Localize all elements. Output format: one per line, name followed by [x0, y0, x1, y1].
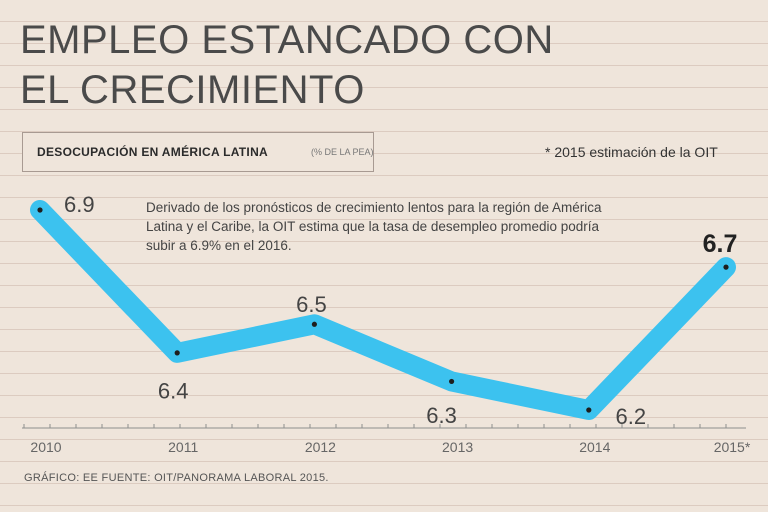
x-tick-label-2011: 2011 [168, 439, 198, 455]
data-point-2012 [311, 321, 317, 327]
x-tick-label-2015: 2015* [714, 439, 751, 455]
data-point-2013 [449, 378, 455, 385]
data-label-2010: 6.9 [64, 192, 95, 217]
chart-subtitle-box: DESOCUPACIÓN EN AMÉRICA LATINA (% DE LA … [22, 132, 374, 172]
data-point-2010 [37, 207, 43, 213]
x-tick-label-2014: 2014 [579, 439, 610, 455]
data-label-2014: 6.2 [616, 404, 647, 429]
series-line [30, 200, 736, 420]
x-tick-label-2013: 2013 [442, 439, 473, 455]
data-label-2013: 6.3 [426, 403, 457, 428]
estimate-note: * 2015 estimación de la OIT [545, 144, 718, 160]
data-point-2015 [723, 264, 729, 270]
source-credit: GRÁFICO: EE FUENTE: OIT/PANORAMA LABORAL… [24, 472, 329, 484]
chart-annotation: Derivado de los pronósticos de crecimien… [146, 200, 602, 253]
data-point-2014 [586, 407, 592, 413]
chart-unit: (% DE LA PEA) [311, 147, 374, 157]
x-tick-label-2010: 2010 [30, 439, 61, 455]
page-title-line-2: EL CRECIMIENTO [20, 68, 365, 112]
chart-subtitle: DESOCUPACIÓN EN AMÉRICA LATINA [37, 145, 268, 159]
x-tick-label-2012: 2012 [305, 439, 336, 455]
data-label-2012: 6.5 [296, 292, 327, 317]
data-label-2015: 6.7 [703, 230, 738, 258]
page-title-line-1: EMPLEO ESTANCADO CON [20, 18, 554, 62]
data-label-2011: 6.4 [158, 379, 189, 404]
data-point-2011 [174, 350, 180, 356]
